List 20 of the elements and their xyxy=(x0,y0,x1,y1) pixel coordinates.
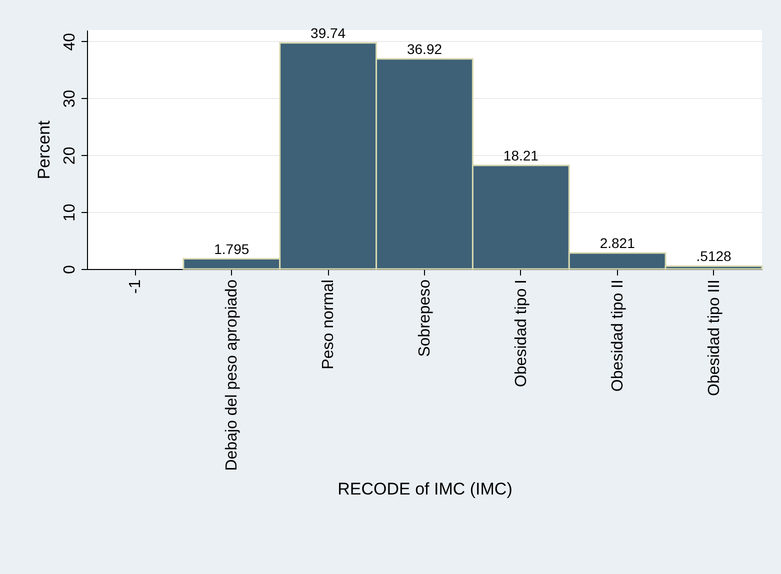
data-label: .5128 xyxy=(696,248,732,264)
x-tick-label: Debajo del peso apropiado xyxy=(224,279,241,471)
x-tick-label: Peso normal xyxy=(320,280,338,370)
x-tick-label: -1 xyxy=(127,279,144,294)
x-tick-label: Obesidad tipo II xyxy=(609,280,626,392)
y-tick-label: 0 xyxy=(62,264,78,274)
y-tick-label: 10 xyxy=(62,204,78,222)
data-label: 2.821 xyxy=(600,234,636,251)
data-label: 1.795 xyxy=(214,240,250,257)
y-tick-label: 40 xyxy=(62,32,78,51)
data-label: 18.21 xyxy=(503,147,539,164)
x-tick-label: Sobrepeso xyxy=(416,279,434,357)
y-tick-label: 20 xyxy=(62,146,78,165)
y-axis-title: Percent xyxy=(34,120,54,180)
x-axis-title: RECODE of IMC (IMC) xyxy=(338,480,512,498)
data-label: 36.92 xyxy=(406,40,442,57)
x-tick-label: Obesidad tipo III xyxy=(706,280,723,396)
y-tick-label: 30 xyxy=(62,90,78,108)
x-tick-label: Obesidad tipo I xyxy=(512,280,530,388)
data-label: 39.74 xyxy=(310,24,346,41)
